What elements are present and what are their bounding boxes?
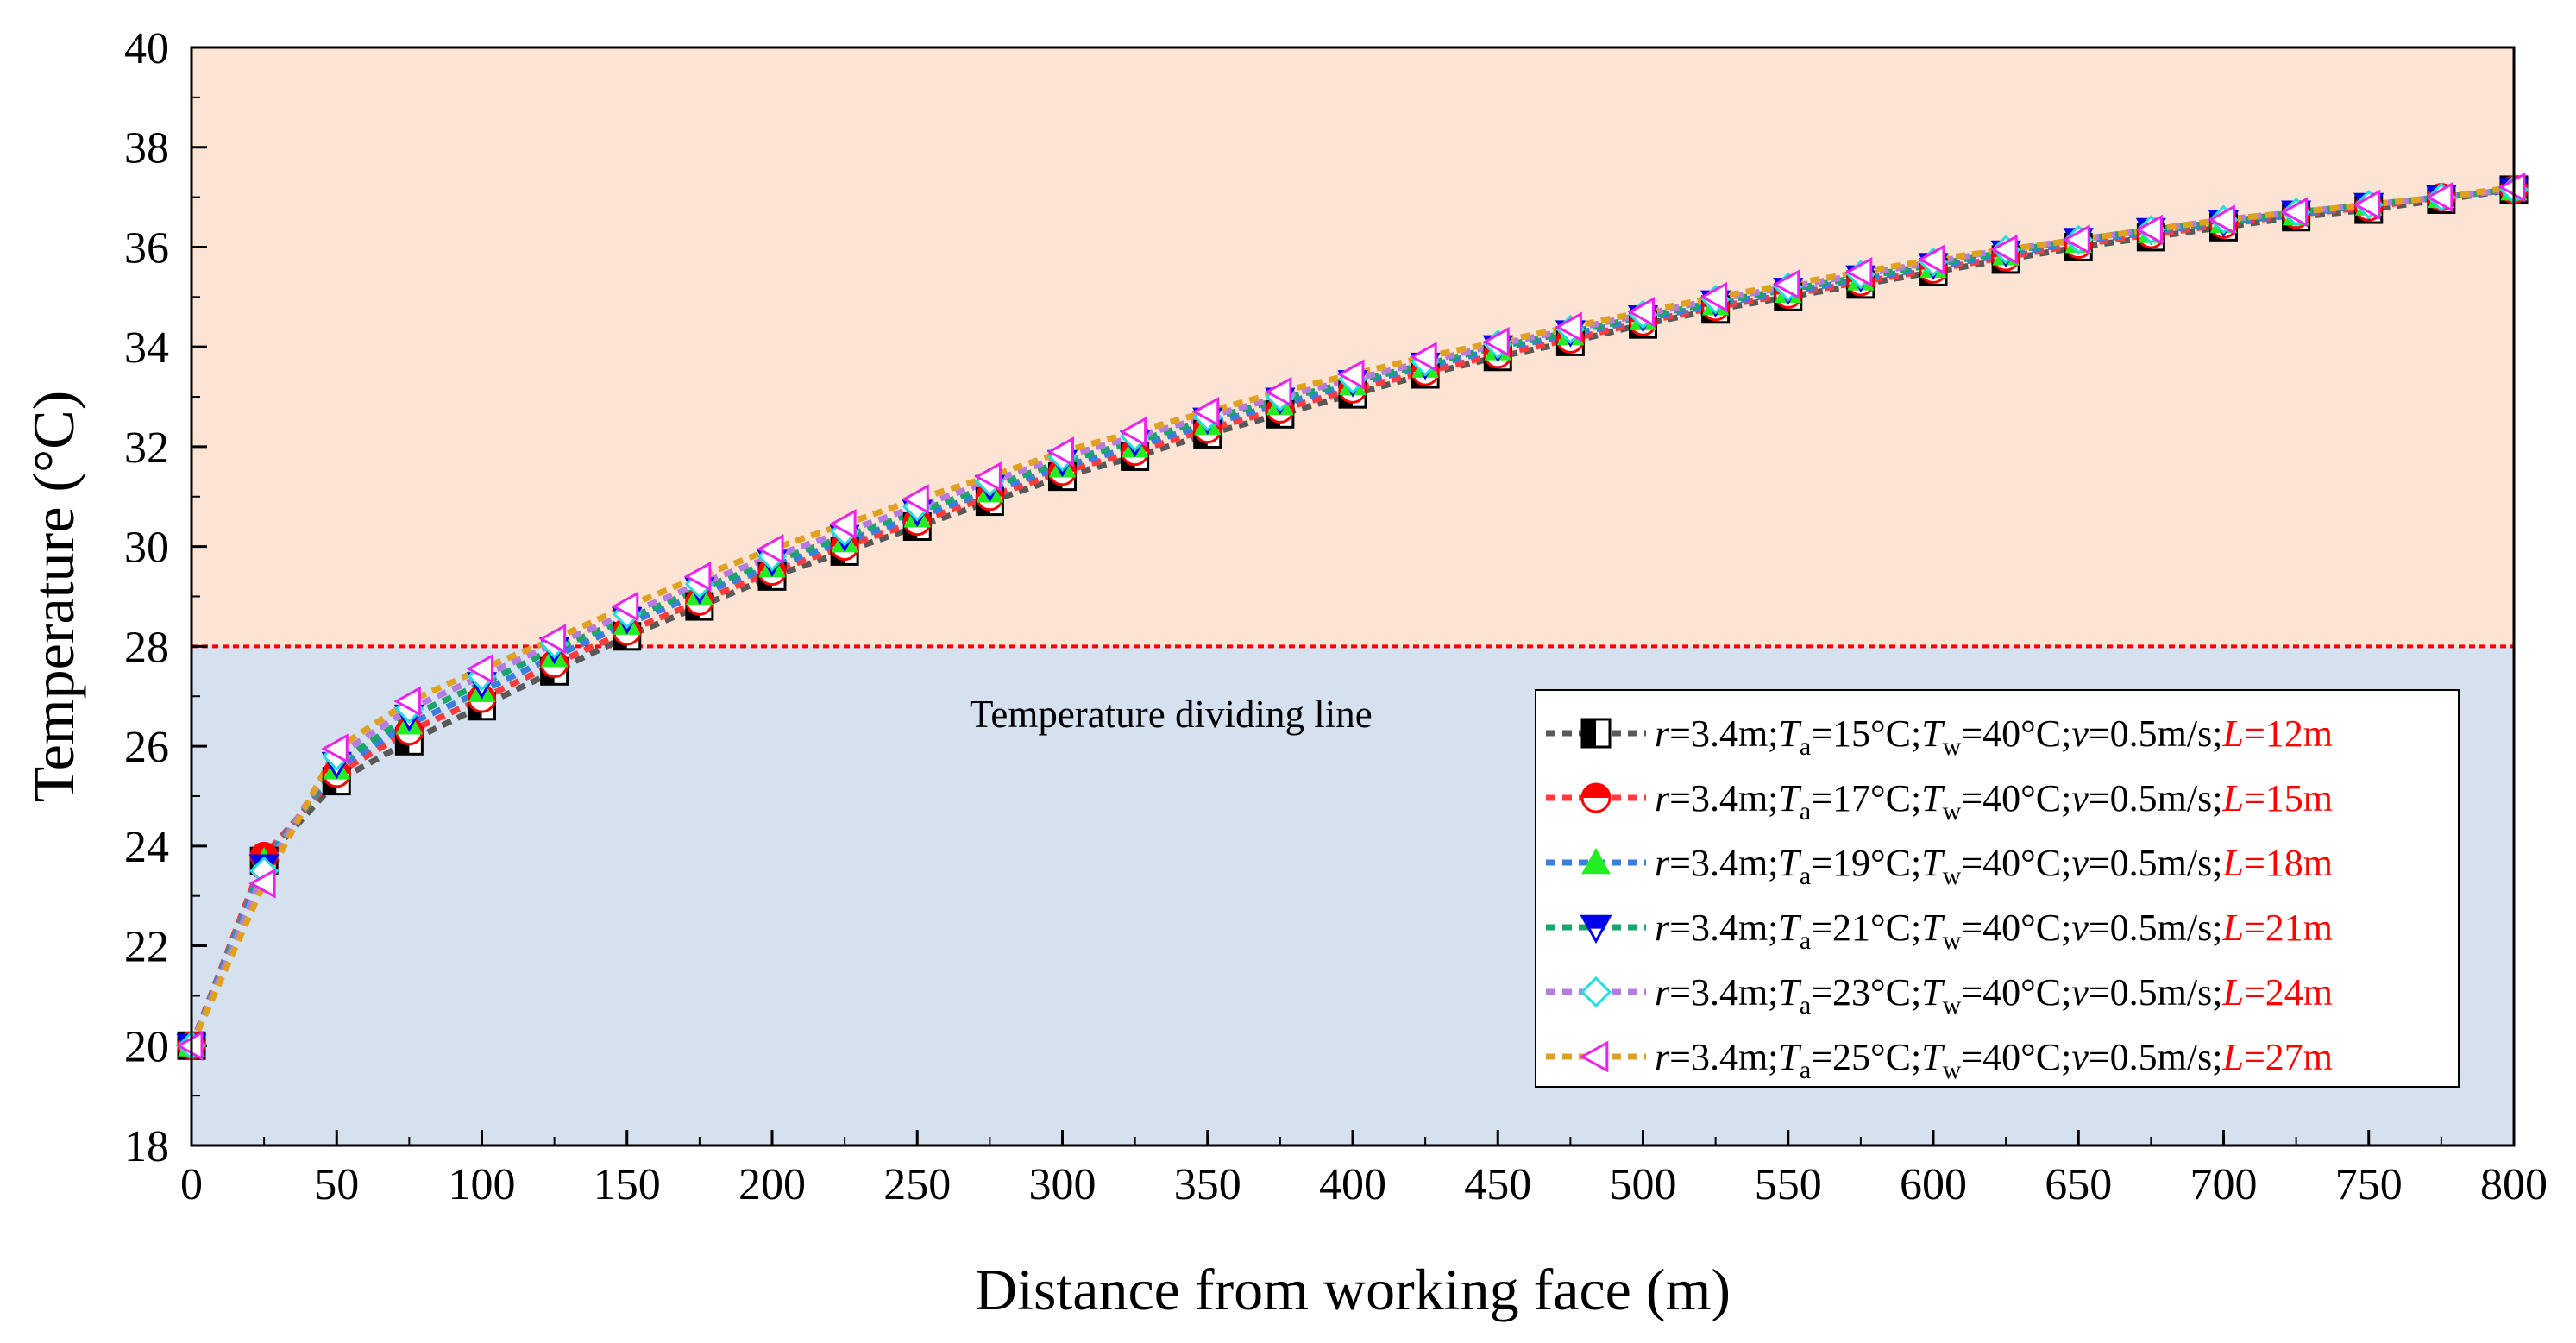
legend-entry: r=3.4m;Ta=21°C;Tw=40°C;v=0.5m/s;L=21m bbox=[1546, 907, 2333, 955]
x-tick-label: 450 bbox=[1464, 1160, 1531, 1209]
data-point bbox=[1555, 311, 1582, 342]
data-point bbox=[1700, 281, 1728, 312]
region-above-threshold bbox=[192, 47, 2514, 647]
x-tick-label: 400 bbox=[1319, 1160, 1386, 1209]
y-tick-label: 28 bbox=[124, 623, 169, 672]
data-point bbox=[1990, 234, 2018, 265]
x-tick-label: 300 bbox=[1029, 1160, 1096, 1209]
data-point bbox=[1336, 359, 1365, 390]
data-point bbox=[1580, 782, 1612, 813]
threshold-label: Temperature dividing line bbox=[970, 693, 1373, 736]
x-tick-label: 50 bbox=[314, 1160, 359, 1209]
x-tick-label: 550 bbox=[1755, 1160, 1822, 1209]
legend: r=3.4m;Ta=15°C;Tw=40°C;v=0.5m/s;L=12m r=3… bbox=[1535, 689, 2460, 1088]
data-point bbox=[321, 733, 349, 764]
legend-entry: r=3.4m;Ta=25°C;Tw=40°C;v=0.5m/s;L=27m bbox=[1546, 1036, 2333, 1084]
x-tick-label: 750 bbox=[2335, 1160, 2403, 1209]
data-point bbox=[611, 591, 639, 622]
data-point bbox=[1772, 269, 1800, 300]
y-tick-label: 34 bbox=[124, 323, 169, 373]
x-tick-label: 800 bbox=[2480, 1160, 2548, 1209]
data-point bbox=[1580, 976, 1612, 1008]
data-point bbox=[756, 533, 784, 565]
x-tick-label: 350 bbox=[1174, 1160, 1241, 1209]
data-point bbox=[974, 461, 1002, 493]
data-point bbox=[829, 509, 857, 540]
x-tick-label: 0 bbox=[180, 1160, 203, 1209]
x-axis-label: Distance from working face (m) bbox=[975, 1257, 1731, 1322]
legend-label: r=3.4m;Ta=19°C;Tw=40°C;v=0.5m/s;L=18m bbox=[1655, 842, 2333, 890]
data-point bbox=[2208, 204, 2235, 235]
data-point bbox=[2425, 182, 2453, 213]
x-tick-label: 700 bbox=[2190, 1160, 2258, 1209]
x-tick-label: 650 bbox=[2045, 1160, 2112, 1209]
tick-labels: 0 50 100 150 200 250 300 350 400 450 500 550 600 650 7… bbox=[124, 24, 2548, 1209]
y-tick-label: 30 bbox=[124, 524, 169, 573]
legend-label: r=3.4m;Ta=23°C;Tw=40°C;v=0.5m/s;L=24m bbox=[1655, 971, 2333, 1020]
legend-entry: r=3.4m;Ta=19°C;Tw=40°C;v=0.5m/s;L=18m bbox=[1546, 842, 2333, 890]
data-point bbox=[466, 653, 493, 684]
legend-box bbox=[1535, 689, 2460, 1088]
data-point bbox=[1580, 718, 1612, 749]
data-point bbox=[393, 686, 421, 717]
y-tick-label: 24 bbox=[124, 823, 169, 872]
data-point bbox=[902, 484, 929, 515]
data-point bbox=[1844, 256, 1873, 287]
x-tick-label: 100 bbox=[449, 1160, 516, 1209]
legend-label: r=3.4m;Ta=15°C;Tw=40°C;v=0.5m/s;L=12m bbox=[1655, 712, 2333, 761]
data-point bbox=[1119, 417, 1147, 448]
data-point bbox=[1410, 342, 1437, 373]
data-point bbox=[1917, 244, 1945, 275]
x-tick-label: 600 bbox=[1900, 1160, 1967, 1209]
data-point bbox=[2063, 224, 2090, 255]
data-point bbox=[1191, 396, 1220, 427]
y-tick-label: 18 bbox=[124, 1122, 169, 1171]
data-point bbox=[1581, 847, 1611, 875]
data-point bbox=[538, 624, 567, 655]
legend-entry: r=3.4m;Ta=23°C;Tw=40°C;v=0.5m/s;L=24m bbox=[1546, 971, 2333, 1020]
y-tick-label: 36 bbox=[124, 223, 169, 273]
legend-entry: r=3.4m;Ta=17°C;Tw=40°C;v=0.5m/s;L=15m bbox=[1546, 777, 2333, 825]
data-point bbox=[1482, 326, 1510, 357]
legend-label: r=3.4m;Ta=21°C;Tw=40°C;v=0.5m/s;L=21m bbox=[1655, 907, 2333, 955]
plot-frame bbox=[190, 46, 2516, 1147]
data-point bbox=[1264, 376, 1292, 407]
data-point bbox=[2135, 214, 2163, 245]
y-tick-label: 22 bbox=[124, 923, 169, 972]
data-point bbox=[1580, 914, 1612, 944]
y-tick-label: 38 bbox=[124, 124, 169, 173]
data-point bbox=[1046, 436, 1074, 468]
y-tick-label: 20 bbox=[124, 1022, 169, 1071]
x-tick-label: 150 bbox=[594, 1160, 661, 1209]
legend-label: r=3.4m;Ta=25°C;Tw=40°C;v=0.5m/s;L=27m bbox=[1655, 1036, 2333, 1084]
y-tick-label: 32 bbox=[124, 424, 169, 473]
data-point bbox=[2353, 189, 2381, 220]
y-tick-label: 40 bbox=[124, 24, 169, 73]
x-tick-label: 200 bbox=[738, 1160, 806, 1209]
x-tick-label: 250 bbox=[883, 1160, 951, 1209]
y-axis-label: Temperature (°C) bbox=[21, 391, 86, 802]
data-point bbox=[1579, 1040, 1609, 1073]
data-point bbox=[683, 561, 712, 592]
legend-label: r=3.4m;Ta=17°C;Tw=40°C;v=0.5m/s;L=15m bbox=[1655, 777, 2333, 825]
x-tick-label: 500 bbox=[1610, 1160, 1677, 1209]
y-tick-label: 26 bbox=[124, 723, 169, 772]
data-point bbox=[248, 868, 276, 899]
data-point bbox=[1627, 297, 1655, 328]
data-point bbox=[2280, 197, 2309, 228]
legend-entry: r=3.4m;Ta=15°C;Tw=40°C;v=0.5m/s;L=12m bbox=[1546, 712, 2333, 761]
